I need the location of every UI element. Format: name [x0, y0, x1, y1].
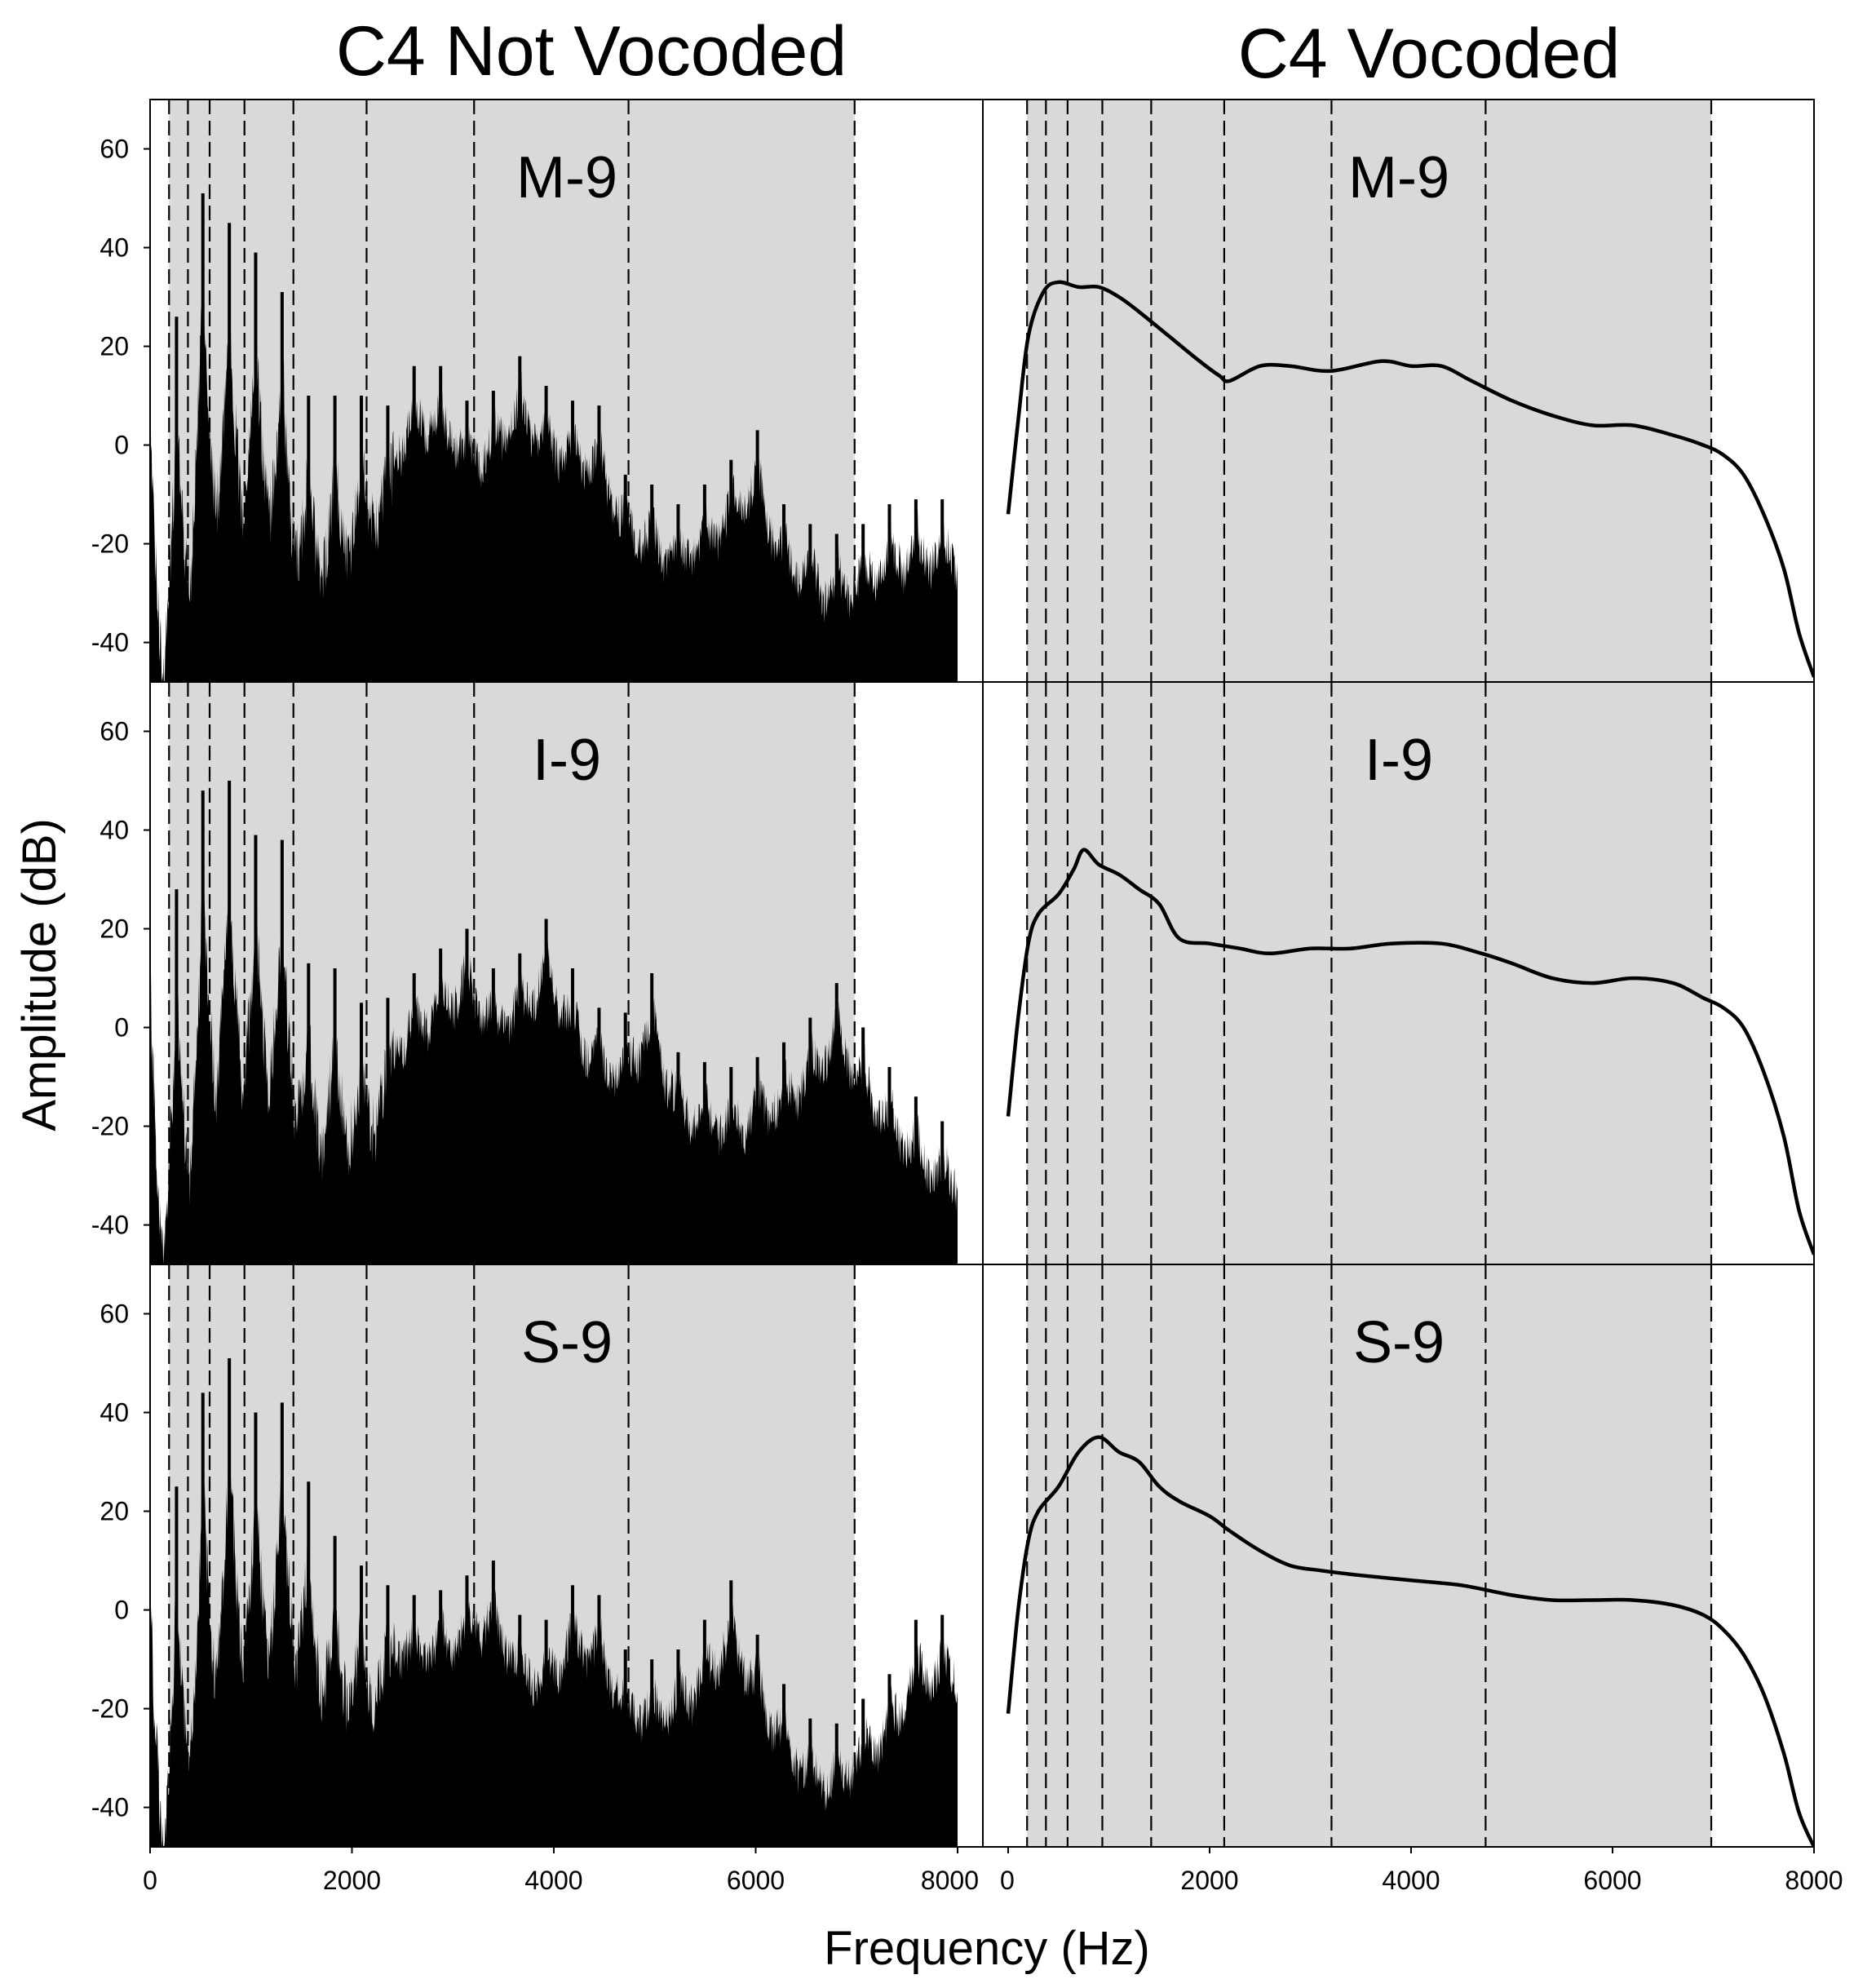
y-tick-label: -40	[91, 1793, 129, 1822]
spectrum-area	[150, 262, 958, 682]
y-tick-label: 40	[100, 1398, 129, 1428]
not-vocoded-column: M-9 I-9 S-9	[150, 100, 958, 1847]
left-column-title: C4 Not Vocoded	[336, 12, 847, 91]
panel-m-9: M-9	[150, 100, 958, 682]
y-tick-label: 20	[100, 332, 129, 361]
panel-i-9: I-9	[1006, 682, 1814, 1264]
x-tick-label: 0	[1000, 1866, 1015, 1895]
y-tick-label: -40	[91, 628, 129, 658]
y-tick-label: -20	[91, 529, 129, 559]
panels: M-9 I-9 S-9 M-9 I-9 S-9	[150, 100, 1814, 1847]
shaded-band	[1027, 682, 1712, 1264]
x-tick-label: 2000	[1180, 1866, 1238, 1895]
panel-s-9: S-9	[150, 1264, 958, 1847]
y-tick-label: -40	[91, 1211, 129, 1240]
y-tick-label: 0	[114, 1596, 129, 1625]
y-tick-label: 40	[100, 233, 129, 263]
y-tick-label: 0	[114, 431, 129, 460]
y-tick-label: -20	[91, 1694, 129, 1724]
panel-label: I-9	[1365, 728, 1433, 793]
panel-label: M-9	[1348, 145, 1449, 210]
x-axis-title: Frequency (Hz)	[824, 1922, 1150, 1975]
y-tick-label: 60	[100, 717, 129, 746]
y-tick-label: -20	[91, 1112, 129, 1141]
panel-m-9: M-9	[1006, 100, 1814, 682]
right-column-title: C4 Vocoded	[1238, 15, 1621, 93]
panel-label: S-9	[521, 1310, 613, 1375]
x-tick-label: 8000	[1785, 1866, 1843, 1895]
spectrum-area	[150, 1388, 958, 1847]
panel-s-9: S-9	[1006, 1264, 1814, 1847]
y-tick-label: 40	[100, 816, 129, 845]
x-tick-label: 6000	[1583, 1866, 1641, 1895]
shaded-band	[1027, 1264, 1712, 1847]
x-tick-label: 6000	[727, 1866, 785, 1895]
y-tick-label: 20	[100, 914, 129, 944]
spectrum-area	[150, 818, 958, 1264]
y-tick-label: 60	[100, 135, 129, 164]
x-tick-label: 2000	[323, 1866, 381, 1895]
panel-label: I-9	[533, 728, 601, 793]
y-tick-label: 0	[114, 1013, 129, 1043]
x-tick-label: 0	[143, 1866, 157, 1895]
panel-frames: -40-200204060-40-200204060-40-2002040600…	[91, 99, 1843, 1895]
x-tick-label: 4000	[524, 1866, 582, 1895]
panel-label: M-9	[516, 145, 617, 210]
x-tick-label: 4000	[1382, 1866, 1440, 1895]
y-axis-title: Amplitude (dB)	[13, 818, 66, 1131]
panel-label: S-9	[1353, 1310, 1445, 1375]
vocoded-column: M-9 I-9 S-9	[1006, 100, 1814, 1847]
y-tick-label: 20	[100, 1497, 129, 1526]
x-tick-label: 8000	[921, 1866, 979, 1895]
panel-i-9: I-9	[150, 682, 958, 1264]
shaded-band	[1027, 100, 1712, 682]
y-tick-label: 60	[100, 1300, 129, 1329]
